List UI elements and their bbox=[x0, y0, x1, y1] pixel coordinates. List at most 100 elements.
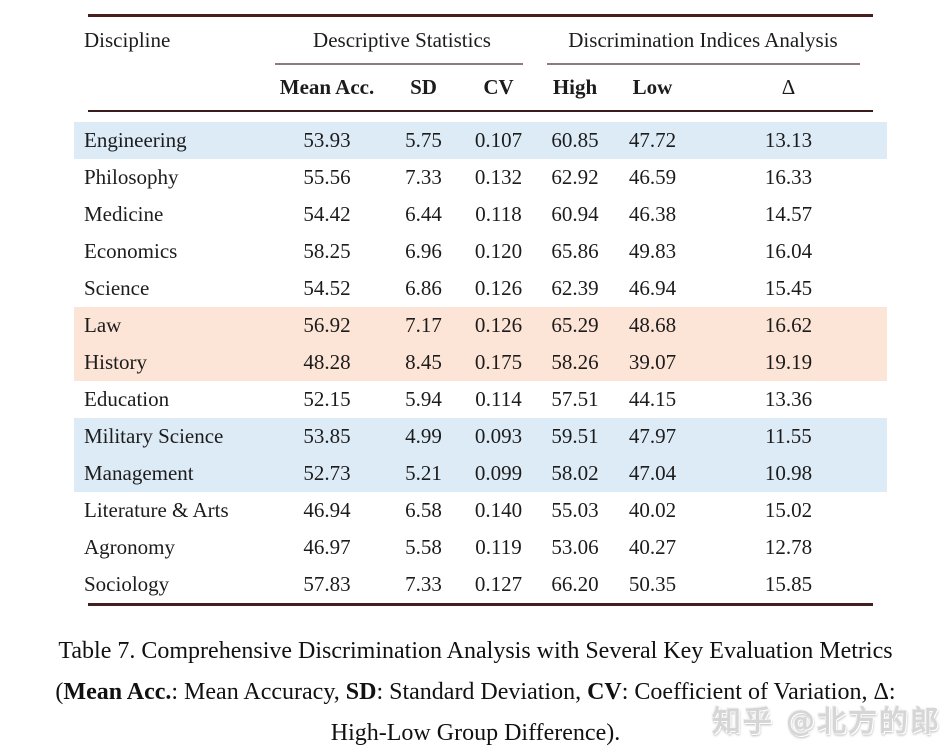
table-row: Law 56.92 7.17 0.126 65.29 48.68 16.62 bbox=[74, 307, 887, 344]
table-row: Military Science 53.85 4.99 0.093 59.51 … bbox=[74, 418, 887, 455]
column-header-cv: CV bbox=[483, 75, 514, 99]
table-row: Management 52.73 5.21 0.099 58.02 47.04 … bbox=[74, 455, 887, 492]
delta-cell: 13.36 bbox=[764, 387, 813, 411]
caption-line-3: High-Low Group Difference). bbox=[330, 720, 621, 746]
table-row: Literature & Arts 46.94 6.58 0.140 55.03… bbox=[74, 492, 887, 529]
high-cell: 60.94 bbox=[551, 202, 599, 226]
discipline-cell: Philosophy bbox=[84, 165, 179, 189]
high-cell: 60.85 bbox=[551, 128, 599, 152]
mean-acc-cell: 58.25 bbox=[303, 239, 351, 263]
table-row: Science 54.52 6.86 0.126 62.39 46.94 15.… bbox=[74, 270, 887, 307]
mean-acc-cell: 53.93 bbox=[303, 128, 351, 152]
sd-cell: 7.17 bbox=[405, 313, 442, 337]
cv-cell: 0.114 bbox=[475, 387, 522, 411]
table-group-header-row: Discipline Descriptive Statistics Discri… bbox=[74, 17, 887, 63]
low-cell: 39.07 bbox=[628, 350, 677, 374]
sd-cell: 5.21 bbox=[405, 461, 442, 485]
column-header-delta: Δ bbox=[781, 75, 796, 99]
delta-cell: 16.62 bbox=[764, 313, 813, 337]
low-cell: 49.83 bbox=[628, 239, 677, 263]
sd-cell: 7.33 bbox=[405, 165, 442, 189]
high-cell: 55.03 bbox=[551, 498, 599, 522]
cv-cell: 0.126 bbox=[474, 313, 523, 337]
discipline-cell: Science bbox=[84, 276, 150, 300]
delta-cell: 15.02 bbox=[764, 498, 813, 522]
high-cell: 62.92 bbox=[551, 165, 599, 189]
caption-line-1: Table 7. Comprehensive Discrimination An… bbox=[58, 638, 893, 664]
sd-cell: 5.75 bbox=[405, 128, 442, 152]
table-row: Economics 58.25 6.96 0.120 65.86 49.83 1… bbox=[74, 233, 887, 270]
sd-cell: 8.45 bbox=[405, 350, 442, 374]
delta-cell: 10.98 bbox=[764, 461, 813, 485]
discipline-cell: Management bbox=[84, 461, 194, 485]
cv-cell: 0.118 bbox=[475, 202, 522, 226]
group-underline-row bbox=[74, 63, 887, 65]
cv-cell: 0.175 bbox=[474, 350, 523, 374]
header-body-spacer bbox=[74, 112, 887, 122]
mean-acc-cell: 52.15 bbox=[303, 387, 351, 411]
table-subheader-row: Mean Acc. SD CV High Low Δ bbox=[74, 65, 887, 110]
cv-cell: 0.140 bbox=[474, 498, 523, 522]
table-row: History 48.28 8.45 0.175 58.26 39.07 19.… bbox=[74, 344, 887, 381]
low-cell: 46.94 bbox=[628, 276, 677, 300]
high-cell: 62.39 bbox=[551, 276, 599, 300]
column-header-mean-acc: Mean Acc. bbox=[279, 75, 375, 99]
discipline-cell: Military Science bbox=[84, 424, 224, 448]
delta-cell: 13.13 bbox=[764, 128, 813, 152]
discipline-cell: Economics bbox=[84, 239, 178, 263]
high-cell: 53.06 bbox=[551, 535, 599, 559]
high-cell: 57.51 bbox=[551, 387, 599, 411]
low-cell: 47.97 bbox=[628, 424, 677, 448]
column-header-discipline: Discipline bbox=[84, 27, 171, 52]
cv-cell: 0.126 bbox=[474, 276, 523, 300]
mean-acc-cell: 56.92 bbox=[303, 313, 351, 337]
low-cell: 40.27 bbox=[628, 535, 677, 559]
delta-cell: 19.19 bbox=[764, 350, 813, 374]
sd-cell: 6.96 bbox=[405, 239, 442, 263]
low-cell: 44.15 bbox=[628, 387, 677, 411]
cv-cell: 0.093 bbox=[474, 424, 523, 448]
discrimination-indices-underline bbox=[547, 63, 860, 65]
mean-acc-cell: 48.28 bbox=[303, 350, 351, 374]
table-row: Engineering 53.93 5.75 0.107 60.85 47.72… bbox=[74, 122, 887, 159]
mean-acc-cell: 55.56 bbox=[303, 165, 351, 189]
group-header-discrimination-indices: Discrimination Indices Analysis bbox=[568, 27, 838, 52]
delta-cell: 15.85 bbox=[764, 572, 813, 596]
mean-acc-cell: 46.97 bbox=[303, 535, 351, 559]
discipline-cell: Education bbox=[84, 387, 170, 411]
cv-cell: 0.119 bbox=[475, 535, 522, 559]
low-cell: 48.68 bbox=[628, 313, 677, 337]
mean-acc-cell: 52.73 bbox=[303, 461, 351, 485]
delta-cell: 15.45 bbox=[764, 276, 813, 300]
sd-cell: 4.99 bbox=[405, 424, 442, 448]
cv-cell: 0.107 bbox=[474, 128, 523, 152]
discrimination-analysis-table: Discipline Descriptive Statistics Discri… bbox=[74, 0, 887, 606]
discipline-cell: History bbox=[84, 350, 147, 374]
column-header-sd: SD bbox=[410, 75, 437, 99]
table-row: Agronomy 46.97 5.58 0.119 53.06 40.27 12… bbox=[74, 529, 887, 566]
column-header-high: High bbox=[552, 75, 598, 99]
table-row: Philosophy 55.56 7.33 0.132 62.92 46.59 … bbox=[74, 159, 887, 196]
sd-cell: 6.86 bbox=[405, 276, 442, 300]
delta-cell: 16.04 bbox=[764, 239, 813, 263]
sd-cell: 7.33 bbox=[405, 572, 442, 596]
table-header-rule bbox=[88, 110, 873, 112]
cv-cell: 0.127 bbox=[474, 572, 523, 596]
delta-cell: 12.78 bbox=[764, 535, 813, 559]
low-cell: 40.02 bbox=[628, 498, 677, 522]
zhihu-watermark: 知乎 @北方的郎 bbox=[711, 704, 941, 738]
group-header-descriptive-statistics: Descriptive Statistics bbox=[313, 27, 491, 52]
high-cell: 65.86 bbox=[551, 239, 599, 263]
table-row: Education 52.15 5.94 0.114 57.51 44.15 1… bbox=[74, 381, 887, 418]
column-header-low: Low bbox=[632, 75, 673, 99]
low-cell: 50.35 bbox=[628, 572, 677, 596]
discipline-cell: Law bbox=[84, 313, 122, 337]
sd-cell: 5.94 bbox=[405, 387, 442, 411]
table-caption: Table 7. Comprehensive Discrimination An… bbox=[0, 631, 951, 747]
cv-cell: 0.099 bbox=[474, 461, 523, 485]
table-row: Sociology 57.83 7.33 0.127 66.20 50.35 1… bbox=[74, 566, 887, 603]
sd-cell: 6.58 bbox=[405, 498, 442, 522]
table-body: Engineering 53.93 5.75 0.107 60.85 47.72… bbox=[74, 122, 887, 603]
discipline-cell: Medicine bbox=[84, 202, 164, 226]
table-row: Medicine 54.42 6.44 0.118 60.94 46.38 14… bbox=[74, 196, 887, 233]
